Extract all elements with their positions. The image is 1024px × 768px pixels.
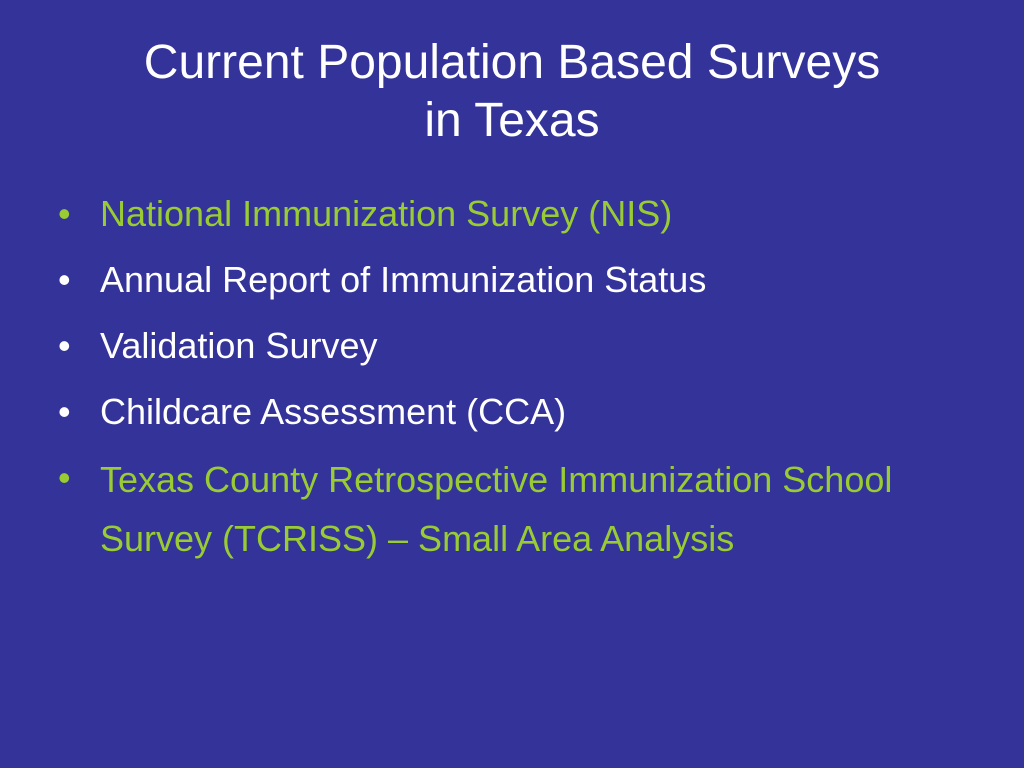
- bullet-item-tcriss: • Texas County Retrospective Immunizatio…: [58, 450, 978, 568]
- bullet-marker: •: [58, 259, 71, 300]
- bullet-marker: •: [58, 457, 71, 498]
- bullet-list: • National Immunization Survey (NIS) • A…: [58, 186, 978, 578]
- bullet-marker: •: [58, 391, 71, 432]
- bullet-item-annual-report: • Annual Report of Immunization Status: [58, 252, 978, 308]
- bullet-marker: •: [58, 325, 71, 366]
- bullet-item-validation-survey: • Validation Survey: [58, 318, 978, 374]
- bullet-text: Annual Report of Immunization Status: [100, 259, 707, 300]
- bullet-text: National Immunization Survey (NIS): [100, 193, 673, 234]
- bullet-item-childcare-assessment: • Childcare Assessment (CCA): [58, 384, 978, 440]
- bullet-text: Texas County Retrospective Immunization …: [100, 459, 893, 559]
- bullet-text: Childcare Assessment (CCA): [100, 391, 567, 432]
- slide-title: Current Population Based Surveys in Texa…: [40, 34, 984, 150]
- bullet-item-nis: • National Immunization Survey (NIS): [58, 186, 978, 242]
- bullet-text: Validation Survey: [100, 325, 378, 366]
- title-line-2: in Texas: [424, 94, 600, 147]
- title-line-1: Current Population Based Surveys: [143, 36, 881, 89]
- bullet-marker: •: [58, 193, 71, 234]
